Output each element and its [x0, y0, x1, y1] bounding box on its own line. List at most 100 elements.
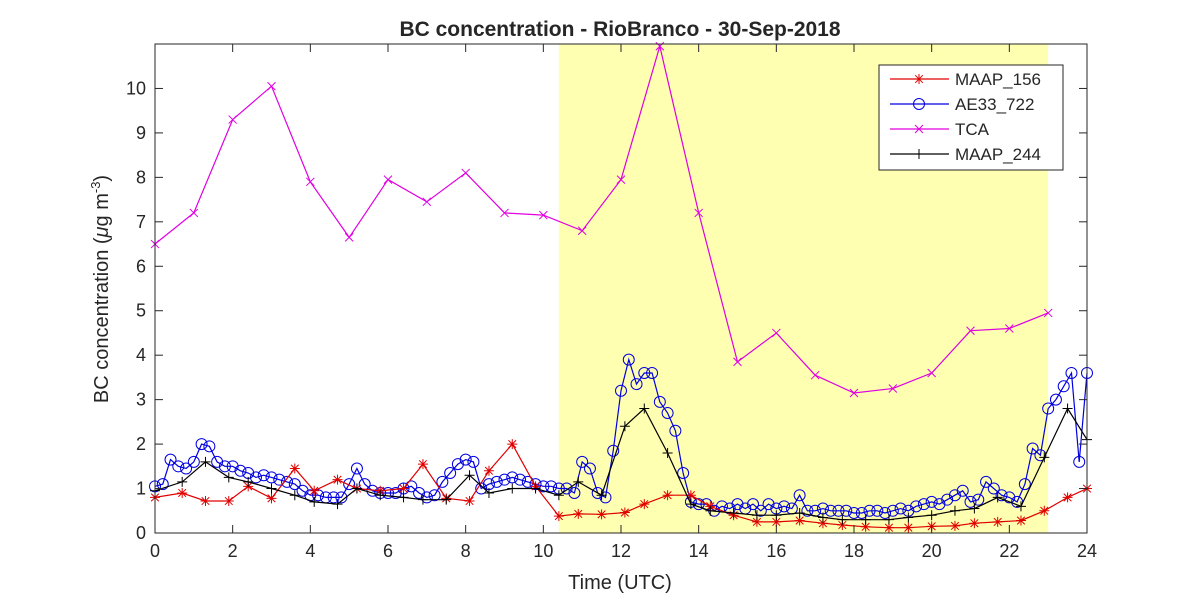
data-point-ae33-722 [871, 504, 884, 517]
data-point-ae33-722 [1049, 393, 1062, 406]
legend-marker-tca [914, 124, 924, 134]
y-tick-label: 7 [136, 212, 146, 232]
data-point-maap-244 [351, 483, 362, 494]
data-point-maap-156 [1015, 515, 1026, 526]
data-point-ae33-722 [848, 506, 860, 519]
y-axis-label-unit: g m [91, 193, 113, 226]
data-point-tca [305, 177, 315, 187]
data-point-maap-244 [728, 507, 739, 518]
data-point-maap-244 [530, 483, 541, 494]
data-point-ae33-722 [1003, 491, 1016, 504]
x-tick-label: 14 [689, 541, 709, 561]
data-point-tca [849, 388, 859, 398]
data-point-ae33-722 [413, 486, 426, 499]
data-point-maap-244 [992, 492, 1003, 503]
data-point-ae33-722 [879, 506, 892, 519]
data-point-ae33-722 [234, 464, 247, 477]
x-tick-label: 16 [766, 541, 786, 561]
data-point-tca [694, 208, 704, 218]
x-tick-label: 22 [999, 541, 1019, 561]
data-point-ae33-722 [646, 366, 659, 379]
data-point-ae33-722 [886, 504, 899, 517]
data-point-ae33-722 [762, 498, 775, 511]
data-point-ae33-722 [622, 353, 635, 366]
data-point-maap-244 [883, 514, 894, 525]
data-point-ae33-722 [948, 489, 961, 502]
data-point-ae33-722 [1057, 380, 1070, 393]
y-tick-label: 1 [136, 479, 146, 499]
data-point-maap-156 [573, 508, 584, 519]
data-point-ae33-722 [863, 504, 876, 517]
legend-label-ae33-722: AE33_722 [955, 95, 1034, 114]
data-point-maap-156 [992, 516, 1003, 527]
legend-item-tca: TCA [890, 120, 990, 139]
data-point-maap-244 [464, 470, 475, 481]
data-point-ae33-722 [576, 455, 589, 468]
x-axis-label: Time (UTC) [568, 572, 672, 594]
data-point-maap-244 [926, 510, 937, 521]
data-point-maap-244 [903, 512, 914, 523]
x-tick-label: 2 [228, 541, 238, 561]
data-point-ae33-722 [747, 498, 760, 511]
data-point-maap-156 [177, 487, 188, 498]
data-point-ae33-722 [288, 478, 301, 491]
data-point-ae33-722 [451, 458, 464, 471]
x-tick-label: 6 [383, 541, 393, 561]
data-point-maap-244 [619, 421, 630, 432]
data-point-ae33-722 [987, 482, 1000, 495]
data-point-maap-156 [817, 518, 828, 529]
data-point-ae33-722 [583, 462, 596, 475]
data-point-maap-244 [507, 483, 518, 494]
data-point-maap-156 [883, 522, 894, 533]
data-point-tca [577, 226, 587, 236]
y-axis-label-prefix: BC concentration ( [91, 237, 113, 403]
y-tick-label: 10 [126, 78, 146, 98]
y-tick-label: 2 [136, 434, 146, 454]
legend-item-maap-156: MAAP_156 [890, 70, 1041, 89]
data-point-ae33-722 [599, 491, 612, 504]
data-point-maap-156 [903, 522, 914, 533]
data-point-tca [189, 208, 199, 218]
data-point-ae33-722 [855, 506, 868, 519]
series-ae33-722 [149, 353, 1093, 519]
data-point-maap-156 [309, 485, 320, 496]
data-point-tca [966, 326, 975, 336]
data-point-ae33-722 [296, 484, 309, 497]
data-point-ae33-722 [1042, 402, 1055, 415]
data-point-maap-244 [705, 505, 716, 516]
data-point-maap-244 [794, 507, 805, 518]
data-point-tca [888, 384, 898, 393]
data-point-ae33-722 [591, 486, 604, 499]
y-tick-label: 4 [136, 345, 146, 365]
legend-item-maap-244: MAAP_244 [890, 145, 1041, 164]
data-point-ae33-722 [793, 489, 806, 502]
series-line-tca [154, 43, 1049, 394]
data-point-ae33-722 [917, 498, 930, 511]
data-point-ae33-722 [343, 478, 356, 491]
data-point-ae33-722 [941, 493, 954, 506]
data-point-tca [267, 81, 276, 91]
data-point-maap-244 [1039, 452, 1050, 463]
data-point-ae33-722 [933, 498, 946, 511]
data-point-maap-156 [553, 511, 564, 522]
legend-item-ae33-722: AE33_722 [890, 95, 1034, 114]
data-point-ae33-722 [1073, 455, 1086, 468]
data-point-ae33-722 [778, 500, 791, 513]
data-point-tca [616, 175, 626, 184]
data-point-ae33-722 [894, 502, 907, 515]
data-point-ae33-722 [226, 460, 239, 473]
data-point-maap-244 [309, 496, 320, 507]
data-point-ae33-722 [560, 482, 573, 495]
data-point-ae33-722 [754, 504, 767, 517]
data-point-ae33-722 [801, 504, 814, 517]
x-tick-label: 20 [922, 541, 942, 561]
data-point-maap-244 [266, 483, 277, 494]
data-point-tca [733, 357, 742, 367]
data-point-maap-156 [332, 474, 343, 485]
data-point-maap-244 [662, 447, 673, 458]
data-point-maap-244 [243, 476, 254, 487]
data-point-tca [538, 210, 548, 220]
data-point-ae33-722 [980, 475, 993, 488]
y-axis-label-exponent: -3 [88, 182, 103, 194]
